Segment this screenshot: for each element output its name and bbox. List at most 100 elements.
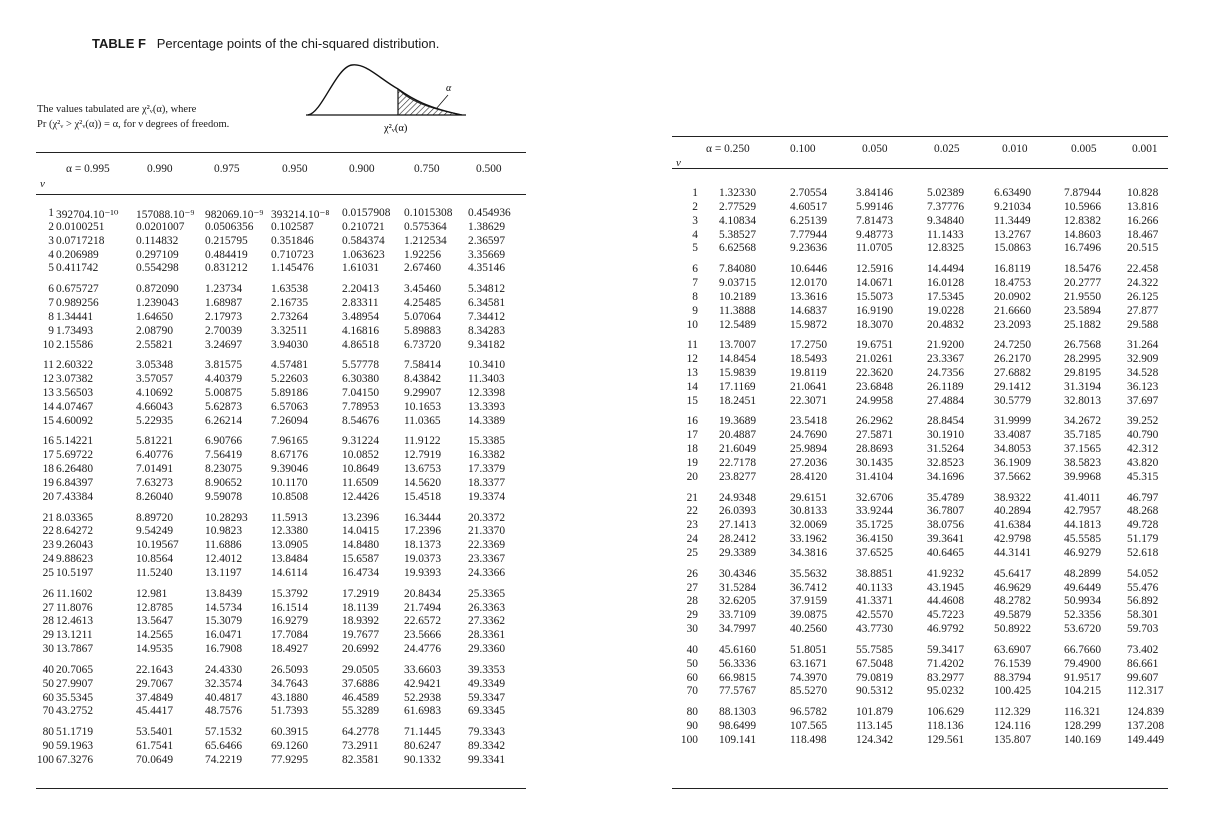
value-cell: 77.9295 <box>271 753 309 766</box>
value-cell: 2.17973 <box>205 310 243 323</box>
value-cell: 13.816 <box>1127 200 1159 213</box>
value-cell: 0.484419 <box>205 248 248 261</box>
value-cell: 32.6205 <box>719 595 757 608</box>
value-cell: 30.1435 <box>856 457 894 469</box>
value-cell: 9.21034 <box>994 200 1032 213</box>
value-cell: 48.7576 <box>205 705 243 718</box>
value-cell: 157088.10⁻⁹ <box>136 209 195 221</box>
value-cell: 48.268 <box>1127 505 1159 518</box>
value-cell: 3.07382 <box>56 373 94 386</box>
df-cell: 28 <box>686 595 698 608</box>
value-cell: 43.7730 <box>856 623 894 636</box>
df-cell: 17 <box>686 429 698 442</box>
value-cell: 79.4900 <box>1064 657 1102 670</box>
value-cell: 0.710723 <box>271 248 314 261</box>
value-cell: 19.6751 <box>856 339 894 352</box>
value-cell: 13.7867 <box>56 643 94 656</box>
df-cell: 9 <box>48 324 54 337</box>
df-cell: 24 <box>686 533 698 546</box>
value-cell: 2.15586 <box>56 338 94 351</box>
alpha-label: α <box>446 83 452 94</box>
value-cell: 13.1197 <box>205 567 242 579</box>
value-cell: 77.5767 <box>719 685 757 698</box>
df-cell: 13 <box>686 367 698 379</box>
value-cell: 18.5493 <box>790 353 828 366</box>
value-cell: 12.8325 <box>927 242 965 255</box>
top-rule <box>36 152 526 153</box>
value-cell: 10.9823 <box>205 525 243 538</box>
value-cell: 19.7677 <box>342 629 380 642</box>
value-cell: 50.9934 <box>1064 595 1102 608</box>
value-cell: 10.1170 <box>271 477 308 489</box>
value-cell: 13.0905 <box>271 539 309 552</box>
value-cell: 6.84397 <box>56 477 94 489</box>
value-cell: 17.5345 <box>927 290 965 303</box>
value-cell: 9.39046 <box>271 463 309 476</box>
value-cell: 12.8382 <box>1064 214 1102 227</box>
value-cell: 5.22603 <box>271 373 309 386</box>
value-cell: 34.3816 <box>790 547 828 559</box>
df-cell: 4 <box>692 228 698 241</box>
column-header: 0.050 <box>862 143 888 155</box>
value-cell: 2.36597 <box>468 234 506 247</box>
value-cell: 20.7065 <box>56 663 94 676</box>
value-cell: 28.4120 <box>790 470 828 483</box>
value-cell: 30.4346 <box>719 567 757 580</box>
value-cell: 24.7356 <box>927 367 965 379</box>
value-cell: 31.9999 <box>994 415 1032 428</box>
df-cell: 90 <box>42 740 54 753</box>
value-cell: 12.7919 <box>404 449 442 462</box>
df-cell: 11 <box>687 339 698 352</box>
value-cell: 393214.10⁻⁸ <box>271 209 330 221</box>
value-cell: 33.1962 <box>790 533 828 546</box>
value-cell: 32.8013 <box>1064 394 1102 407</box>
value-cell: 9.48773 <box>856 228 894 241</box>
value-cell: 16.3444 <box>404 511 442 524</box>
value-cell: 26.0393 <box>719 505 757 518</box>
value-cell: 35.4789 <box>927 491 965 504</box>
value-cell: 4.86518 <box>342 338 380 351</box>
value-cell: 21.0261 <box>856 353 894 366</box>
value-cell: 35.1725 <box>856 519 894 532</box>
df-cell: 3 <box>692 214 698 227</box>
value-cell: 27.9907 <box>56 677 94 690</box>
df-cell: 50 <box>686 657 698 670</box>
value-cell: 42.9798 <box>994 533 1032 546</box>
note-line-2: Pr (χ²ᵥ > χ²ᵥ(α)) = α, for ν degrees of … <box>37 119 230 130</box>
value-cell: 7.01491 <box>136 463 174 476</box>
value-cell: 17.1169 <box>719 380 756 393</box>
value-cell: 13.5647 <box>136 615 174 628</box>
df-cell: 16 <box>686 415 698 428</box>
value-cell: 10.1653 <box>404 400 442 413</box>
value-cell: 17.7084 <box>271 629 309 642</box>
df-cell: 5 <box>692 242 698 255</box>
value-cell: 35.5345 <box>56 691 94 704</box>
value-cell: 39.3641 <box>927 533 965 546</box>
df-cell: 40 <box>42 663 54 676</box>
value-cell: 1.239043 <box>136 297 179 309</box>
value-cell: 7.77944 <box>790 228 828 241</box>
value-cell: 74.2219 <box>205 753 243 766</box>
value-cell: 27.1413 <box>719 519 757 532</box>
value-cell: 38.0756 <box>927 519 965 532</box>
value-cell: 0.0506356 <box>205 220 254 233</box>
value-cell: 16.7496 <box>1064 242 1102 255</box>
value-cell: 49.728 <box>1127 519 1159 532</box>
value-cell: 3.05348 <box>136 359 174 372</box>
value-cell: 88.1303 <box>719 706 757 719</box>
value-cell: 2.77529 <box>719 200 757 213</box>
value-cell: 34.7997 <box>719 623 757 636</box>
value-cell: 11.5913 <box>271 511 308 524</box>
value-cell: 19.0373 <box>404 553 442 566</box>
value-cell: 12.8785 <box>136 601 174 614</box>
value-cell: 64.2778 <box>342 726 380 739</box>
value-cell: 71.1445 <box>404 726 442 739</box>
df-cell: 8 <box>692 290 698 303</box>
value-cell: 18.3070 <box>856 318 894 331</box>
note-line-1: The values tabulated are χ²ᵥ(α), where <box>37 104 197 115</box>
value-cell: 149.449 <box>1127 733 1165 746</box>
value-cell: 4.10692 <box>136 387 174 399</box>
value-cell: 28.2412 <box>719 533 757 546</box>
value-cell: 45.6417 <box>994 567 1032 580</box>
value-cell: 55.3289 <box>342 705 380 718</box>
